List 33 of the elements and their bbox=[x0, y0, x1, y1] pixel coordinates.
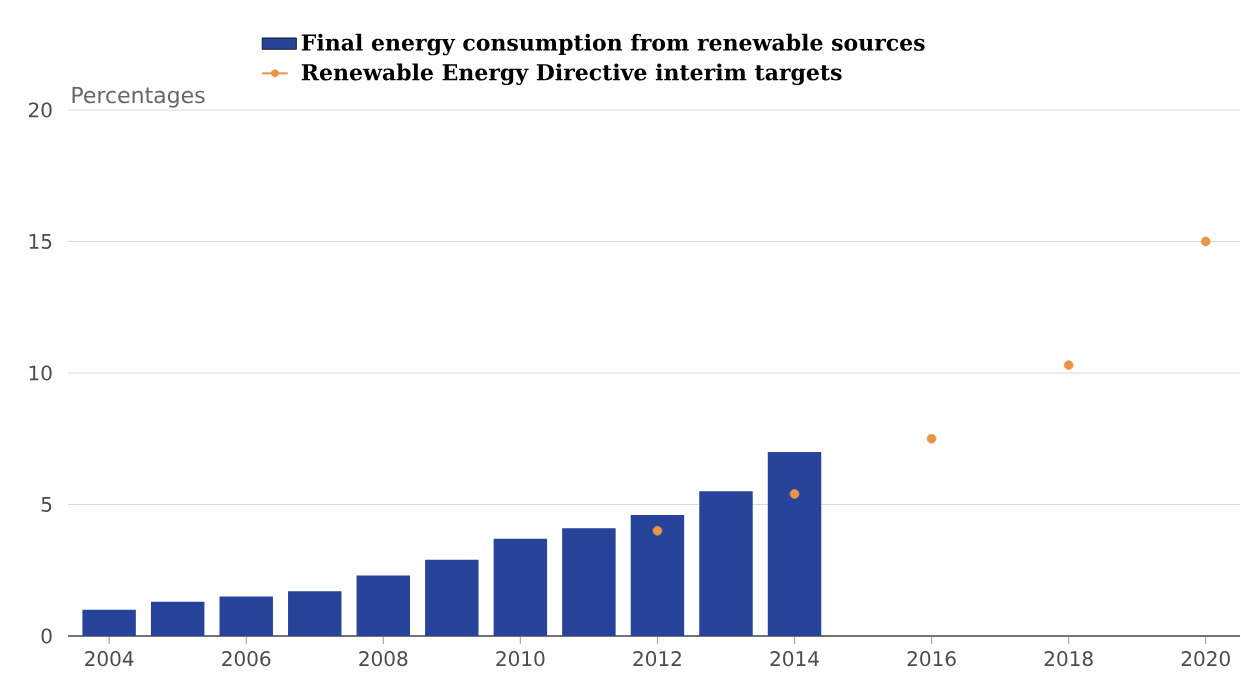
point bbox=[789, 489, 800, 499]
x-tick-label: 2010 bbox=[496, 651, 545, 667]
bar bbox=[288, 591, 342, 636]
y-axis-title: Percentages bbox=[72, 87, 205, 108]
bar bbox=[630, 515, 685, 636]
bar bbox=[150, 601, 205, 636]
point bbox=[1063, 360, 1074, 370]
x-tick-label: 2012 bbox=[633, 651, 681, 667]
bar bbox=[82, 609, 136, 636]
x-tick-label: 2018 bbox=[1044, 651, 1093, 667]
legend-label: Renewable Energy Directive interim targets bbox=[301, 63, 842, 86]
bar bbox=[493, 538, 548, 636]
x-tick-label: 2006 bbox=[222, 651, 271, 667]
x-tick-label: 2008 bbox=[359, 651, 408, 667]
bar bbox=[562, 528, 616, 636]
y-tick-label: 15 bbox=[29, 234, 52, 249]
bar bbox=[219, 596, 273, 636]
point bbox=[1200, 236, 1211, 247]
y-tick-label: 20 bbox=[28, 102, 52, 118]
point bbox=[652, 526, 663, 536]
bar bbox=[767, 451, 822, 636]
bar bbox=[699, 491, 753, 636]
legend-label: Final energy consumption from renewable sources bbox=[301, 33, 925, 56]
bar bbox=[356, 575, 411, 636]
bar bbox=[425, 559, 479, 636]
y-tick-label: 10 bbox=[29, 365, 52, 381]
y-tick-label: 5 bbox=[41, 497, 52, 512]
x-tick-label: 2004 bbox=[85, 651, 134, 667]
y-tick-label: 0 bbox=[41, 628, 52, 644]
x-tick-label: 2020 bbox=[1181, 651, 1230, 667]
x-tick-label: 2014 bbox=[770, 651, 819, 667]
point bbox=[926, 433, 937, 444]
x-tick-label: 2016 bbox=[907, 651, 956, 667]
